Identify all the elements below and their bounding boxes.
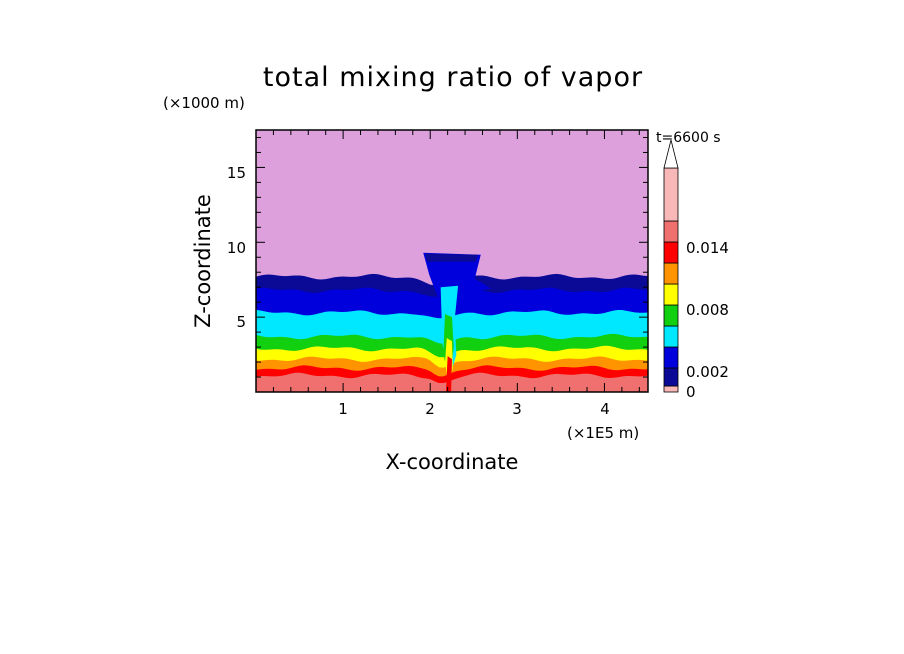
y-tick-labels: 5 10 15 xyxy=(227,164,246,331)
y-tick-label: 10 xyxy=(227,239,246,257)
cloud-anvil xyxy=(423,252,492,297)
chart-title: total mixing ratio of vapor xyxy=(263,62,643,93)
colorbar xyxy=(663,139,679,393)
anvil-top xyxy=(425,253,478,262)
plot-area xyxy=(256,130,648,392)
colorbar-tick-label: 0 xyxy=(686,383,696,401)
x-unit-label: (×1E5 m) xyxy=(567,424,639,442)
colorbar-box xyxy=(663,220,679,243)
colorbar-box xyxy=(663,346,679,369)
colorbar-box xyxy=(663,367,679,387)
convective-cell xyxy=(423,252,492,392)
colorbar-box xyxy=(663,262,679,285)
y-tick-label: 5 xyxy=(236,313,246,331)
x-axis-label: X-coordinate xyxy=(386,450,519,474)
colorbar-box xyxy=(663,241,679,264)
colorbar-tick-label: 0.002 xyxy=(686,363,729,381)
colorbar-extend-triangle xyxy=(663,139,679,169)
plot-frame xyxy=(255,129,649,393)
x-tick-label: 1 xyxy=(338,400,348,418)
time-label: t=6600 s xyxy=(656,130,721,146)
y-unit-label: (×1000 m) xyxy=(163,94,245,112)
colorbar-box xyxy=(663,385,679,393)
y-axis-label: Z-coordinate xyxy=(191,194,215,328)
y-tick-label: 15 xyxy=(227,164,246,182)
x-tick-label: 2 xyxy=(425,400,435,418)
colorbar-box xyxy=(663,304,679,327)
x-tick-label: 4 xyxy=(600,400,610,418)
x-tick-label: 3 xyxy=(512,400,522,418)
x-tick-labels: 1 2 3 4 xyxy=(338,400,610,418)
colorbar-box xyxy=(663,325,679,348)
axis-ticks xyxy=(256,130,648,392)
contour-bands xyxy=(256,273,648,392)
colorbar-box xyxy=(663,167,679,222)
colorbar-labels: 0 0.002 0.008 0.014 xyxy=(686,239,729,401)
colorbar-tick-label: 0.008 xyxy=(686,301,729,319)
colorbar-box xyxy=(663,283,679,306)
colorbar-tick-label: 0.014 xyxy=(686,239,729,257)
updraft-base xyxy=(445,356,452,392)
contour-band xyxy=(256,383,648,392)
